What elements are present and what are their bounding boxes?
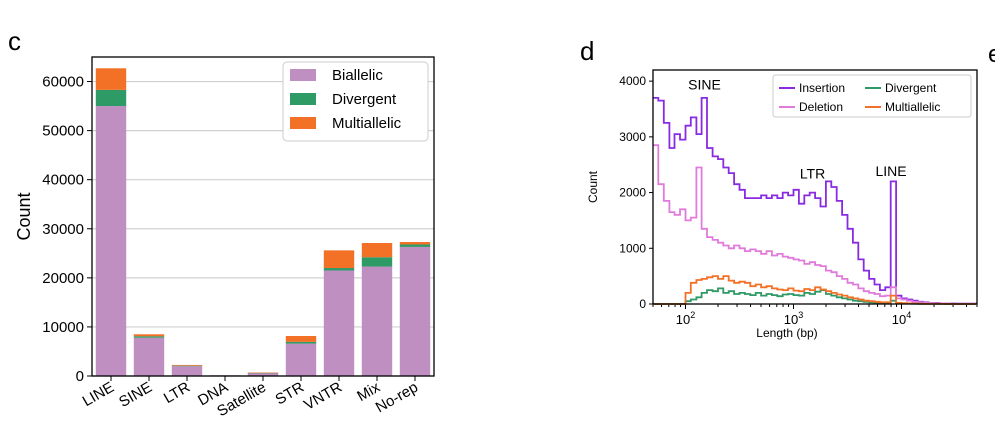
legend: Insertion Deletion Divergent Multiallelic (772, 74, 972, 118)
bar-biallelic (399, 246, 431, 376)
bar-multiallelic (399, 242, 431, 245)
panel-letter-e-partial: e (988, 41, 995, 68)
bar-divergent (361, 257, 393, 267)
bar-divergent (285, 341, 317, 344)
panel-letter-c: c (8, 26, 21, 56)
y-tick-label: 20000 (42, 270, 84, 287)
y-tick-label: 40000 (42, 172, 84, 189)
y-tick-label: 30000 (42, 221, 84, 238)
legend-box (282, 61, 429, 142)
bar-multiallelic (171, 364, 203, 366)
y-axis-label: Count (14, 192, 34, 240)
y-tick-label: 0 (76, 368, 84, 385)
y-tick-label: 60000 (42, 74, 84, 91)
legend-label-divergent: Divergent (885, 81, 937, 95)
bar-multiallelic (133, 334, 165, 337)
series-line-insertion (653, 97, 977, 305)
plot-frame (652, 69, 978, 305)
x-tick-exponent: 2 (690, 310, 695, 320)
x-tick-label: 103 (784, 310, 803, 327)
x-tick-label: 102 (676, 310, 695, 327)
y-axis-label: Count (586, 170, 600, 203)
panel-letter-d: d (580, 36, 594, 66)
bar-biallelic (361, 266, 393, 376)
x-tick-exponent: 3 (798, 310, 803, 320)
bar-divergent (323, 268, 355, 271)
stacked-bar-chart: 0 10000 20000 30000 40000 50000 60000 LINE SINE L… (14, 56, 435, 420)
y-tick-label: 3000 (619, 130, 646, 144)
bar-biallelic (171, 366, 203, 376)
bar-multiallelic (247, 372, 279, 374)
series-line-deletion (653, 144, 977, 305)
bar-multiallelic (285, 336, 317, 342)
legend-label-deletion: Deletion (799, 100, 843, 114)
legend-box (772, 74, 972, 118)
x-tick-label: LTR (161, 379, 193, 407)
legend-swatch-multiallelic (290, 117, 316, 129)
bar-divergent (399, 244, 431, 247)
x-tick-label: No-rep (373, 379, 421, 417)
bar-biallelic (247, 373, 279, 376)
y-tick-label: 1000 (619, 241, 646, 255)
legend-swatch-divergent (290, 93, 316, 105)
y-tick-label: 2000 (619, 186, 646, 200)
legend-swatch-biallelic (290, 69, 316, 81)
x-tick-label: 104 (892, 310, 911, 327)
bar-biallelic (133, 337, 165, 376)
bar-multiallelic (95, 68, 127, 90)
y-tick-label: 0 (639, 297, 646, 311)
series-line-multiallelic (653, 275, 977, 305)
y-tick-label: 10000 (42, 319, 84, 336)
x-tick-base: 10 (784, 312, 798, 327)
x-tick-label: LINE (80, 379, 117, 410)
y-tick-label: 50000 (42, 123, 84, 140)
legend-label-biallelic: Biallelic (332, 67, 383, 84)
x-tick-exponent: 4 (906, 310, 911, 320)
bar-biallelic (323, 270, 355, 376)
annotation-ltr: LTR (800, 166, 825, 182)
bar-biallelic (95, 106, 127, 377)
bar-divergent (133, 336, 165, 338)
bar-divergent (95, 89, 127, 107)
x-tick-label: STR (273, 379, 308, 409)
bar-multiallelic (323, 250, 355, 269)
bar-divergent (171, 365, 203, 367)
y-tick-label: 4000 (619, 74, 646, 88)
legend-label-multiallelic: Multiallelic (885, 100, 940, 114)
x-tick-base: 10 (676, 312, 690, 327)
legend-label-insertion: Insertion (799, 81, 845, 95)
bar-biallelic (285, 343, 317, 376)
x-axis-label: Length (bp) (756, 326, 817, 340)
annotation-line: LINE (875, 163, 906, 179)
bar-multiallelic (361, 243, 393, 258)
annotation-sine: SINE (688, 77, 721, 93)
legend-label-multiallelic: Multiallelic (332, 115, 402, 132)
legend: Biallelic Divergent Multiallelic (282, 61, 429, 142)
x-tick-base: 10 (892, 312, 906, 327)
x-tick-label: VNTR (301, 379, 345, 414)
plot-frame (91, 56, 435, 377)
legend-label-divergent: Divergent (332, 91, 397, 108)
x-tick-label: SINE (116, 379, 155, 411)
